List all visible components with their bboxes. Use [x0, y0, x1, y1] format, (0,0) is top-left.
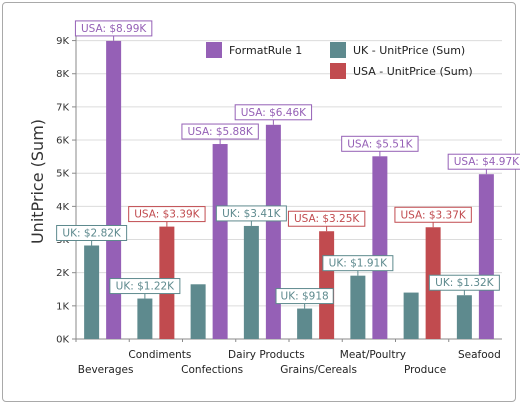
legend-label-format-rule: FormatRule 1 — [229, 44, 302, 57]
data-label-usa: USA: $5.51K — [347, 138, 413, 150]
data-label-usa: USA: $3.37K — [400, 209, 466, 221]
x-category-label: Condiments — [128, 349, 191, 361]
y-tick-label: 8K — [56, 69, 69, 80]
bar-usa-meat-poultry — [372, 156, 388, 339]
bar-usa-beverages — [106, 40, 122, 340]
y-tick-label: 6K — [56, 136, 69, 147]
x-category-label: Dairy Products — [228, 349, 305, 361]
x-category-label: Produce — [404, 364, 446, 376]
data-label-uk: UK: $1.91K — [329, 258, 389, 270]
bar-uk-grains-cereals — [297, 308, 313, 339]
data-label-usa-box — [234, 104, 313, 121]
legend-swatch-format-rule — [206, 42, 222, 58]
x-category-label: Beverages — [78, 364, 134, 376]
data-label-usa-box — [287, 210, 366, 227]
data-label-uk-box — [428, 274, 500, 291]
y-tick-label: 1K — [56, 301, 69, 312]
data-label-uk: UK: $1.22K — [116, 281, 176, 293]
legend-swatch-usa — [330, 63, 346, 79]
data-label-uk: UK: $1.32K — [435, 277, 495, 289]
data-label-usa-box — [394, 206, 472, 223]
data-label-uk: UK: $3.41K — [222, 208, 282, 220]
bar-usa-confections — [212, 144, 228, 339]
data-label-usa: USA: $4.97K — [454, 156, 520, 168]
data-label-uk: UK: $918 — [281, 291, 329, 303]
data-label-usa: USA: $6.46K — [241, 107, 307, 119]
bar-uk-produce — [403, 292, 419, 339]
data-label-uk-box — [322, 255, 394, 272]
data-label-usa: USA: $5.88K — [187, 126, 253, 138]
data-label-usa: USA: $3.25K — [294, 213, 360, 225]
legend-label-uk: UK - UnitPrice (Sum) — [353, 44, 465, 57]
data-label-usa: USA: $3.39K — [134, 209, 200, 221]
bar-usa-grains-cereals — [319, 231, 335, 339]
data-label-usa-box — [128, 206, 206, 223]
y-tick-label: 9K — [56, 36, 69, 47]
data-label-uk: UK: $2.82K — [62, 227, 122, 239]
data-label-uk-box — [215, 205, 287, 222]
bar-uk-condiments — [137, 298, 153, 339]
legend-label-usa: USA - UnitPrice (Sum) — [353, 65, 473, 78]
data-label-usa-box — [181, 123, 259, 140]
bar-uk-meat-poultry — [350, 275, 366, 339]
y-tick-label: 0K — [56, 335, 69, 346]
legend-swatch-uk — [330, 42, 346, 58]
bar-usa-dairy-products — [265, 124, 281, 339]
data-label-usa-box — [74, 20, 153, 37]
bar-usa-seafood — [478, 174, 494, 339]
bar-uk-confections — [190, 284, 206, 339]
y-tick-label: 5K — [56, 169, 69, 180]
bar-uk-dairy-products — [243, 225, 259, 339]
data-label-usa: USA: $8.99K — [81, 23, 147, 35]
y-tick-label: 4K — [56, 202, 69, 213]
x-category-label: Seafood — [458, 349, 501, 361]
bar-uk-beverages — [84, 245, 100, 339]
y-axis-title: UnitPrice (Sum) — [28, 119, 47, 244]
data-label-uk-box — [275, 288, 334, 305]
x-category-label: Grains/Cereals — [280, 364, 357, 376]
data-label-usa-box — [447, 153, 520, 170]
data-label-usa-box — [341, 135, 419, 152]
x-category-label: Confections — [181, 364, 243, 376]
x-category-label: Meat/Poultry — [340, 349, 406, 361]
y-tick-label: 7K — [56, 102, 69, 113]
data-label-uk-box — [109, 278, 181, 295]
bar-uk-seafood — [456, 295, 472, 339]
y-tick-label: 2K — [56, 268, 69, 279]
data-label-uk-box — [56, 224, 128, 241]
